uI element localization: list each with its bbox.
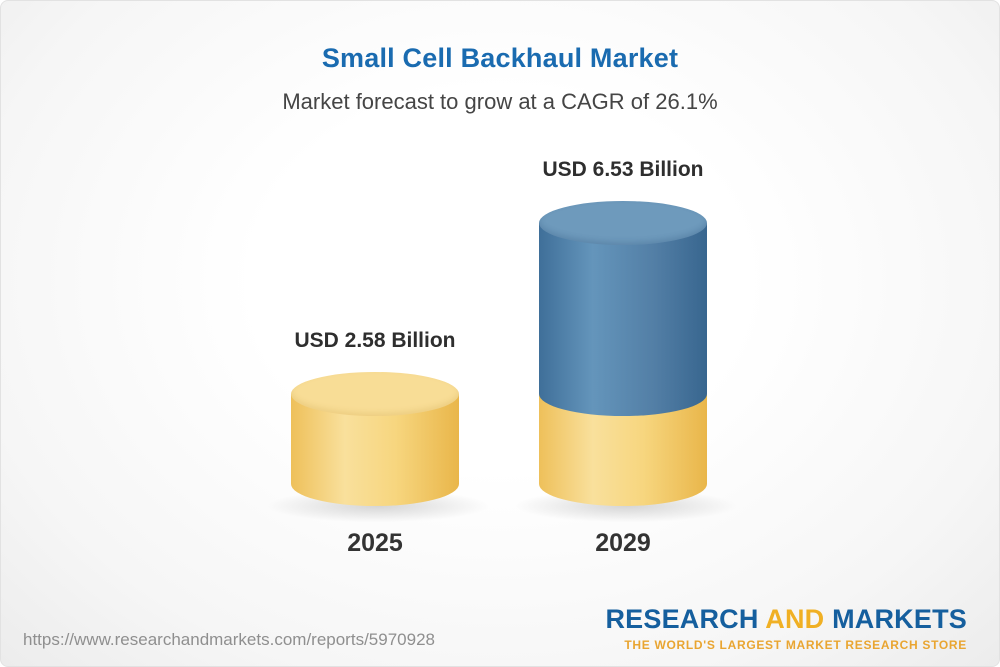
report-url: https://www.researchandmarkets.com/repor… bbox=[23, 630, 435, 649]
bar-2025-top-ellipse bbox=[291, 372, 459, 416]
bar-2029-top-ellipse bbox=[539, 201, 707, 245]
brand-wordmark: RESEARCH AND MARKETS bbox=[605, 604, 967, 635]
value-label-2029: USD 6.53 Billion bbox=[542, 158, 704, 181]
chart-title: Small Cell Backhaul Market bbox=[321, 43, 679, 73]
brand-word-and: AND bbox=[765, 604, 825, 634]
axis-label-2029: 2029 bbox=[595, 529, 651, 557]
brand-word-research: RESEARCH bbox=[605, 604, 759, 634]
bar-2029-cylinder bbox=[539, 201, 707, 506]
chart-subtitle: Market forecast to grow at a CAGR of 26.… bbox=[282, 89, 718, 114]
bar-2025-cylinder bbox=[291, 372, 459, 506]
bar-2029-blue-segment bbox=[539, 223, 707, 416]
value-label-2025: USD 2.58 Billion bbox=[294, 329, 456, 352]
brand-tagline: THE WORLD'S LARGEST MARKET RESEARCH STOR… bbox=[624, 638, 967, 652]
brand-logo: RESEARCH AND MARKETS THE WORLD'S LARGEST… bbox=[605, 604, 967, 652]
axis-label-2025: 2025 bbox=[347, 529, 403, 557]
brand-word-markets: MARKETS bbox=[832, 604, 967, 634]
